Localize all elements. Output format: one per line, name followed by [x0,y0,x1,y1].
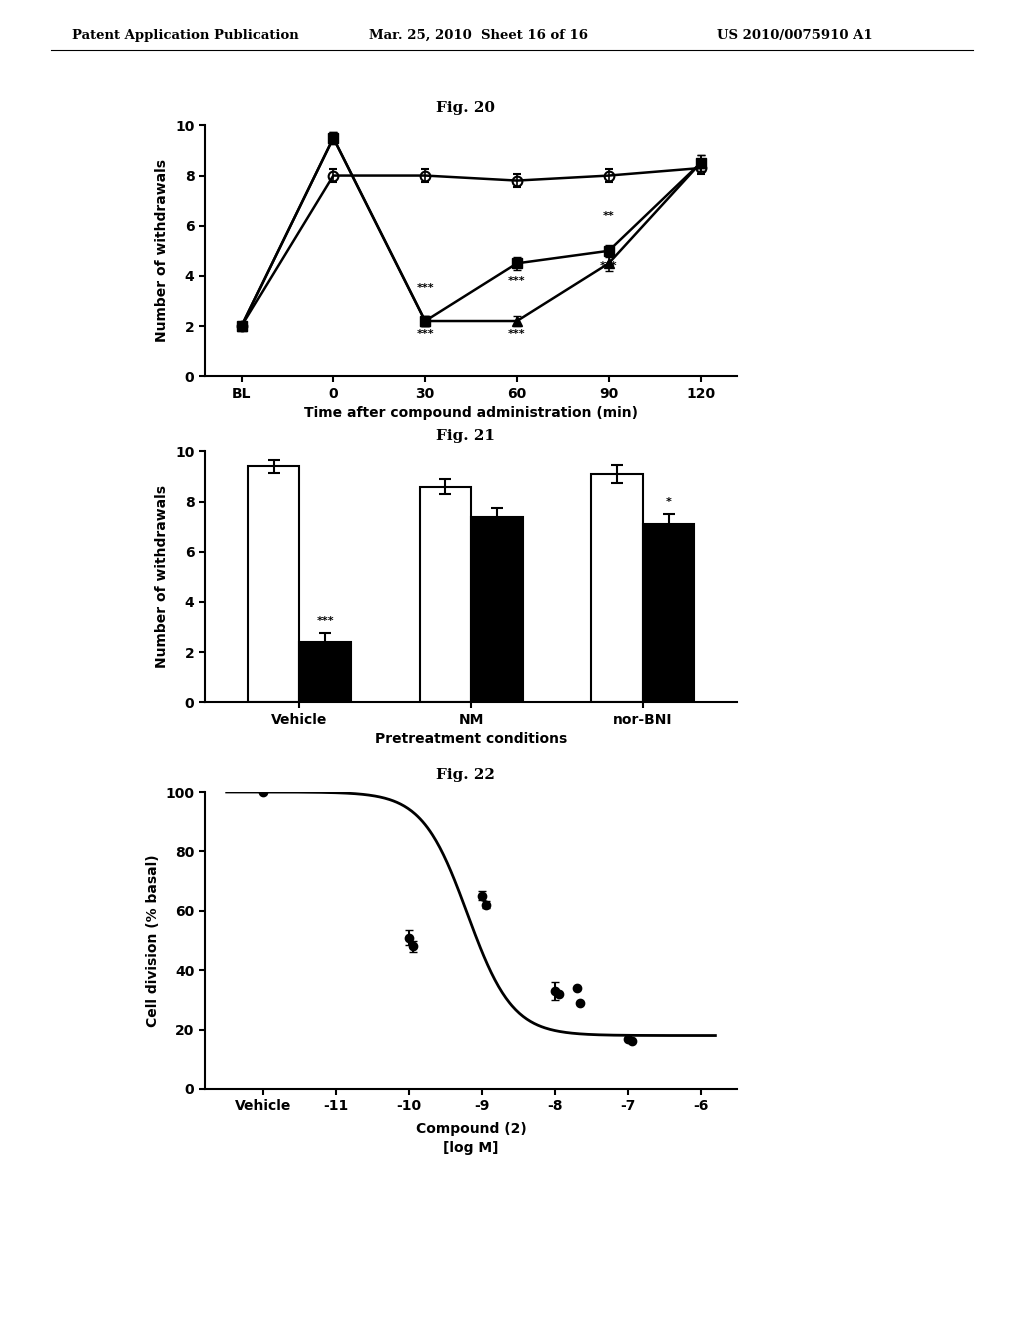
Text: ***: *** [417,329,434,339]
Text: ***: *** [600,261,617,271]
X-axis label: Pretreatment conditions: Pretreatment conditions [375,733,567,746]
Text: US 2010/0075910 A1: US 2010/0075910 A1 [717,29,872,42]
Text: ***: *** [508,329,525,339]
Text: Fig. 20: Fig. 20 [436,102,496,115]
Y-axis label: Number of withdrawals: Number of withdrawals [156,486,169,668]
Text: ***: *** [417,284,434,293]
Text: ***: *** [316,615,334,626]
X-axis label: Compound (2)
[log M]: Compound (2) [log M] [416,1122,526,1155]
Text: *: * [666,496,672,507]
Text: ***: *** [508,276,525,286]
Bar [471,516,522,702]
Text: Fig. 22: Fig. 22 [436,768,496,781]
X-axis label: Time after compound administration (min): Time after compound administration (min) [304,407,638,420]
Bar [643,524,694,702]
Bar [299,642,351,702]
Bar [591,474,643,702]
Text: Mar. 25, 2010  Sheet 16 of 16: Mar. 25, 2010 Sheet 16 of 16 [369,29,588,42]
Y-axis label: Cell division (% basal): Cell division (% basal) [145,854,160,1027]
Bar [420,487,471,702]
Bar [248,466,299,702]
Text: Fig. 21: Fig. 21 [436,429,496,442]
Text: Patent Application Publication: Patent Application Publication [72,29,298,42]
Y-axis label: Number of withdrawals: Number of withdrawals [156,160,169,342]
Text: **: ** [603,211,614,220]
